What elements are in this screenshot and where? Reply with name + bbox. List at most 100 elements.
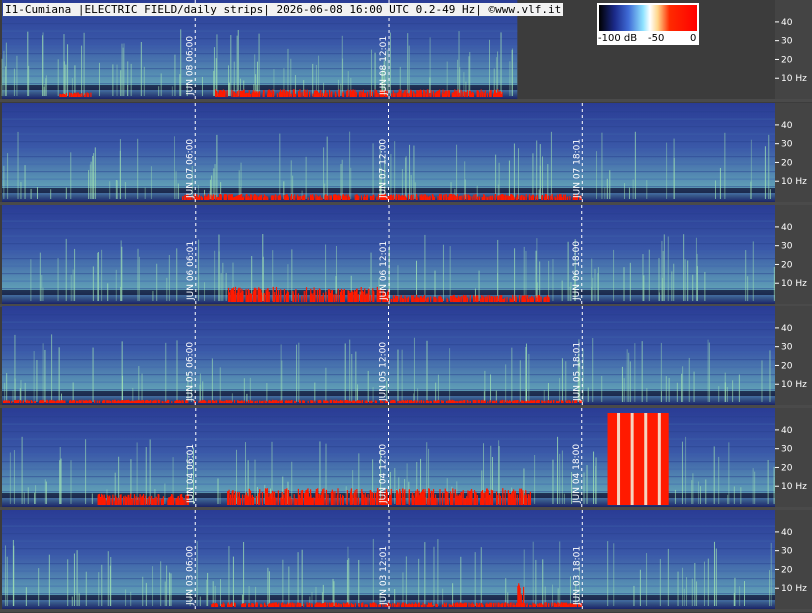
y-tick-label: 40 [781, 121, 793, 131]
hour-marker-label: JUN 03 12:01 [379, 546, 389, 606]
hour-marker-label: JUN 08 06:00 [185, 36, 195, 96]
strip-band [2, 23, 518, 25]
hour-marker-label: JUN 04 18:00 [572, 444, 582, 504]
strip-separator [0, 405, 812, 408]
colorbar-label-mid: -50 [648, 33, 665, 44]
hour-marker-label: JUN 08 12:01 [379, 36, 389, 96]
y-axis-panel [775, 408, 812, 507]
strip-separator [0, 99, 812, 102]
y-tick-label: 20 [781, 260, 793, 270]
strip-band [2, 483, 775, 485]
strip-separator [0, 609, 812, 612]
y-tick-label: 30 [781, 37, 793, 47]
strip-band [2, 321, 775, 323]
hour-marker-label: JUN 04 06:01 [186, 444, 196, 504]
hour-marker-label: JUN 05 06:00 [185, 342, 195, 402]
strip-separator [0, 202, 812, 205]
burst-gap [617, 413, 621, 505]
strip-band [2, 351, 775, 353]
burst-gap [630, 413, 634, 505]
y-tick-label: 40 [781, 223, 793, 233]
hour-marker-label: JUN 03 18:01 [572, 546, 582, 606]
strip-band [2, 220, 775, 222]
strip-background [2, 510, 775, 609]
strip-separator [0, 304, 812, 307]
strip-band [2, 118, 775, 120]
strip-2026-06-03: JUN 03 06:00 JUN 03 12:01 JUN 03 18:01 40 30… [0, 510, 812, 612]
y-tick-label: 20 [781, 565, 793, 575]
y-tick-label: 20 [781, 361, 793, 371]
strip-band [2, 431, 775, 433]
strip-band [2, 563, 775, 565]
y-axis-panel [775, 306, 812, 405]
strip-band [2, 389, 775, 391]
strip-band [2, 228, 775, 230]
hour-marker-label: JUN 07 12:00 [379, 139, 389, 199]
strip-band [2, 53, 518, 55]
strip-band [2, 38, 518, 40]
strip-band [2, 75, 518, 77]
hour-marker-label: JUN 06 06:01 [186, 241, 196, 301]
strip-2026-06-04: JUN 04 06:01 JUN 04 12:00 JUN 04 18:00 40 30… [0, 408, 812, 510]
y-tick-label: 10 Hz [781, 380, 807, 390]
strip-2026-06-05: JUN 05 06:00 JUN 05 12:00 JUN 05 18:01 40 30… [0, 306, 812, 408]
strip-low-band [2, 188, 775, 193]
strip-band [2, 30, 518, 32]
y-axis-panel [775, 205, 812, 304]
chart-title: I1-Cumiana |ELECTRIC FIELD/daily strips|… [3, 3, 564, 16]
strip-band [2, 126, 775, 128]
hour-marker-label: JUN 03 06:00 [185, 546, 195, 606]
hour-marker-label: JUN 05 12:00 [379, 342, 389, 402]
y-tick-label: 30 [781, 343, 793, 353]
y-tick-label: 20 [781, 158, 793, 168]
strip-band [2, 540, 775, 542]
strip-band [2, 359, 775, 361]
hour-marker-label: JUN 05 18:01 [572, 342, 582, 402]
hour-marker-label: JUN 07 06:00 [185, 139, 195, 199]
strip-2026-06-06: JUN 06 06:01 JUN 06 12:01 JUN 06 18:00 40 30… [0, 205, 812, 307]
y-tick-label: 30 [781, 547, 793, 557]
y-tick-label: 30 [781, 242, 793, 252]
y-tick-label: 30 [781, 140, 793, 150]
strip-band [2, 148, 775, 150]
y-tick-label: 40 [781, 324, 793, 334]
strip-2026-06-07: JUN 07 06:00 JUN 07 12:00 JUN 07 18:01 40 30… [0, 103, 812, 205]
strip-band [2, 578, 775, 580]
strip-low-band [2, 85, 518, 90]
strip-band [2, 243, 775, 245]
strip-band [2, 178, 775, 180]
strip-background [2, 0, 518, 99]
y-tick-label: 10 Hz [781, 74, 807, 84]
strip-band [2, 83, 518, 85]
strip-band [2, 491, 775, 493]
strip-band [2, 90, 518, 92]
y-tick-label: 20 [781, 463, 793, 473]
y-axis-panel [775, 103, 812, 202]
colorbar-label-min: -100 dB [598, 33, 638, 44]
hour-marker-label: JUN 06 18:00 [572, 241, 582, 301]
strip-band [2, 518, 775, 520]
strip-band [2, 600, 775, 602]
colorbar: -100 dB -50 0 [597, 3, 699, 45]
strip-band [2, 585, 775, 587]
strip-separator [0, 507, 812, 510]
y-tick-label: 10 Hz [781, 482, 807, 492]
y-tick-label: 20 [781, 55, 793, 65]
y-tick-label: 40 [781, 18, 793, 28]
y-tick-label: 10 Hz [781, 584, 807, 594]
strip-band [2, 548, 775, 550]
strip-band [2, 461, 775, 463]
strip-band [2, 60, 518, 62]
burst-gap [657, 413, 661, 505]
strip-low-band [2, 391, 775, 396]
strip-band [2, 593, 775, 595]
strip-band [2, 329, 775, 331]
strip-low-band [2, 493, 775, 498]
hour-marker-label: JUN 06 12:01 [379, 241, 389, 301]
burst-gap [644, 413, 648, 505]
strip-band [2, 186, 775, 188]
y-tick-label: 30 [781, 445, 793, 455]
strip-band [2, 213, 775, 215]
colorbar-gradient [599, 5, 697, 31]
